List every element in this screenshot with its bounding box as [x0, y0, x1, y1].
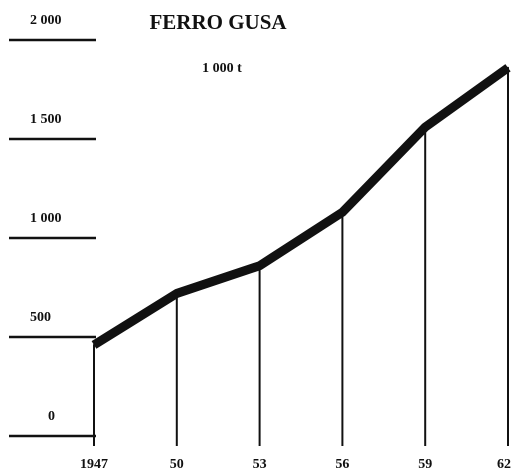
y-tick-label: 500 — [30, 310, 51, 325]
y-tick-label: 1 500 — [30, 112, 62, 127]
data-point — [93, 344, 95, 346]
x-tick-label: 62 — [497, 457, 511, 471]
x-tick-label: 1947 — [80, 457, 108, 471]
vertical-drop-lines — [94, 68, 508, 446]
x-tick-label: 53 — [253, 457, 267, 471]
data-point — [176, 292, 178, 294]
x-tick-label: 59 — [418, 457, 432, 471]
series-line — [94, 68, 508, 345]
y-tick-label: 2 000 — [30, 13, 62, 28]
series-line-layer — [93, 67, 509, 346]
x-axis: 1947 50 53 56 59 62 — [80, 457, 511, 471]
data-point — [259, 265, 261, 267]
x-tick-label: 50 — [170, 457, 184, 471]
x-tick-label: 56 — [335, 457, 349, 471]
y-axis: 0 500 1 000 1 500 2 000 — [9, 13, 96, 436]
data-point — [424, 126, 426, 128]
y-tick-label: 0 — [48, 409, 55, 424]
data-point — [341, 211, 343, 213]
y-tick-label: 1 000 — [30, 211, 62, 226]
data-point — [507, 67, 509, 69]
unit-label: 1 000 t — [202, 61, 242, 76]
chart-title: FERRO GUSA — [149, 10, 287, 34]
